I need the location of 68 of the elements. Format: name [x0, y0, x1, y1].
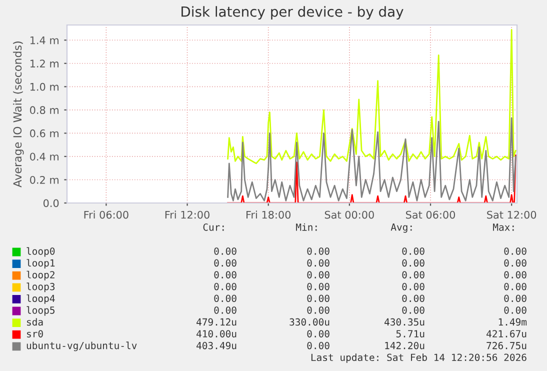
- y-axis-title: Average IO Wait (seconds): [13, 42, 24, 188]
- text: 0.00: [504, 271, 526, 278]
- y-tick-label: 0.6 m: [30, 129, 58, 138]
- text: 142.20u: [385, 342, 424, 350]
- text: 1.49m: [498, 318, 527, 326]
- text: 0.00: [402, 271, 424, 278]
- text: 0.00: [214, 271, 236, 278]
- text: 0.00: [402, 259, 424, 267]
- y-tick-label: 0.4 m: [30, 152, 58, 161]
- x-tick-label: Fri 12:00: [165, 210, 210, 219]
- text: 0.00: [214, 306, 236, 314]
- text: 0.00: [402, 294, 424, 302]
- text: 0.00: [307, 271, 330, 278]
- line-series: [227, 28, 516, 164]
- line-series: [227, 117, 516, 202]
- text: 403.49u: [196, 342, 236, 350]
- text: 0.00: [504, 282, 526, 290]
- text: 0.00: [307, 282, 330, 290]
- text: 430.35u: [384, 318, 424, 326]
- text: 0.00: [307, 306, 330, 314]
- legend-label: loop4: [26, 294, 55, 304]
- y-tick-label: 0.0: [43, 199, 59, 208]
- y-tick-label: 0.8 m: [30, 106, 58, 114]
- legend-label: loop0: [26, 247, 55, 257]
- text: 0.00: [214, 247, 236, 255]
- text: Min:: [296, 223, 317, 231]
- x-tick-label: Fri 18:00: [246, 210, 291, 219]
- text: 0.00: [307, 294, 330, 302]
- text: 0.00: [307, 330, 330, 338]
- text: 479.12u: [196, 318, 236, 326]
- text: 0.00: [402, 247, 424, 255]
- text: 0.00: [402, 306, 424, 314]
- y-tick-label: 1.4 m: [30, 36, 58, 44]
- text: 0.00: [307, 247, 330, 255]
- y-tick-label: 1.2 m: [30, 60, 58, 68]
- text: Cur:: [203, 223, 224, 231]
- text: 0.00: [504, 259, 526, 267]
- legend-label: loop1: [26, 259, 55, 269]
- legend-label: loop3: [26, 282, 55, 292]
- text: Last update: Sat Feb 14 12:20:56 2026: [311, 354, 526, 363]
- legend-label: ubuntu-vg/ubuntu-lv: [26, 342, 137, 352]
- text: 726.75u: [486, 342, 526, 350]
- legend-label: loop2: [26, 270, 54, 280]
- text: 0.00: [214, 282, 236, 290]
- x-tick-label: Sat 06:00: [406, 210, 456, 219]
- legend-label: loop5: [26, 306, 54, 316]
- chart-title: Disk latency per device - by day: [182, 6, 404, 20]
- text: Max:: [493, 224, 514, 231]
- text: 0.00: [214, 294, 236, 302]
- x-tick-label: Sat 12:00: [487, 210, 536, 219]
- text: Avg:: [390, 224, 412, 233]
- legend-label: sda: [27, 318, 43, 326]
- text: 0.00: [402, 282, 424, 290]
- text: 0.00: [504, 306, 526, 314]
- x-tick-label: Fri 06:00: [84, 210, 128, 219]
- y-tick-label: 1.0 m: [30, 82, 58, 91]
- text: 5.71u: [396, 330, 424, 338]
- text: 421.67u: [486, 330, 526, 338]
- legend-label: sr0: [27, 330, 43, 338]
- text: 0.00: [307, 342, 330, 350]
- text: 0.00: [307, 259, 330, 267]
- text: 0.00: [504, 247, 526, 255]
- text: 410.00u: [196, 330, 236, 338]
- text: 0.00: [504, 294, 526, 302]
- text: 0.00: [214, 259, 236, 267]
- x-tick-label: Sat 00:00: [324, 210, 374, 219]
- y-tick-label: 0.2 m: [30, 176, 58, 184]
- text: 330.00u: [290, 318, 330, 326]
